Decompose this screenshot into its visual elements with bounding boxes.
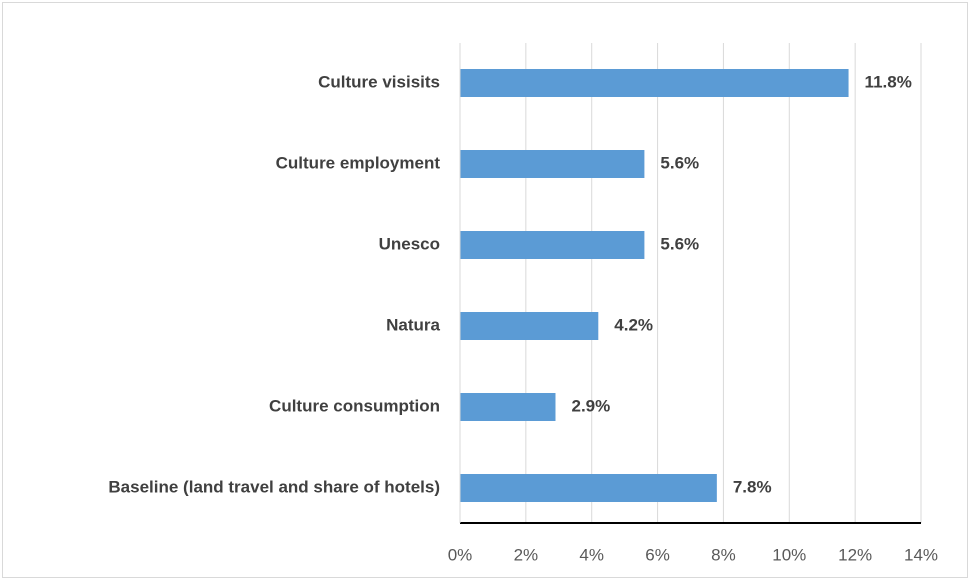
category-label: Culture visisits xyxy=(318,72,440,91)
data-label: 7.8% xyxy=(733,477,772,496)
category-label: Unesco xyxy=(379,234,440,253)
x-tick-label: 4% xyxy=(579,545,604,564)
x-tick-label: 12% xyxy=(838,545,872,564)
category-label: Culture employment xyxy=(276,153,441,172)
data-label: 5.6% xyxy=(660,234,699,253)
bar xyxy=(460,231,645,259)
data-label: 2.9% xyxy=(571,396,610,415)
x-tick-label: 0% xyxy=(448,545,473,564)
x-tick-label: 14% xyxy=(904,545,938,564)
bar xyxy=(460,393,556,421)
data-label: 4.2% xyxy=(614,315,653,334)
x-tick-label: 2% xyxy=(514,545,539,564)
x-tick-label: 6% xyxy=(645,545,670,564)
data-label: 11.8% xyxy=(865,72,912,91)
bar xyxy=(460,150,645,178)
data-label: 5.6% xyxy=(660,153,699,172)
bar xyxy=(460,69,849,97)
category-label: Baseline (land travel and share of hotel… xyxy=(108,477,440,496)
bar xyxy=(460,312,599,340)
category-label: Culture consumption xyxy=(269,396,440,415)
bar xyxy=(460,474,717,502)
x-tick-label: 8% xyxy=(711,545,736,564)
bar-chart: Culture visisits 11.8% Culture employment 5… xyxy=(108,43,938,564)
category-label: Natura xyxy=(386,315,440,334)
x-tick-label: 10% xyxy=(772,545,806,564)
